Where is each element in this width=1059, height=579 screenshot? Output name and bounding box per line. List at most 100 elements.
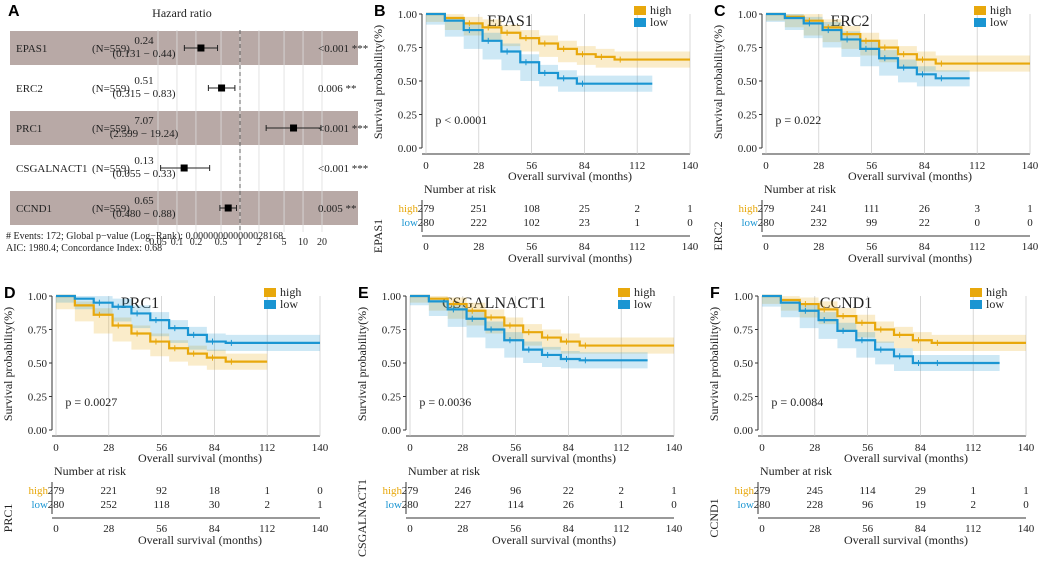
risk-row-label-low: low <box>402 217 419 229</box>
risk-table-title: Number at risk <box>760 464 832 478</box>
risk-x-tick: 28 <box>103 523 115 535</box>
risk-x-tick: 112 <box>613 523 629 535</box>
forest-point-estimate <box>218 84 226 92</box>
risk-table-ylabel: PRC1 <box>1 504 15 533</box>
km-legend-key-high <box>618 288 630 297</box>
km-x-label: Overall survival (months) <box>844 451 968 465</box>
km-y-tick: 0.25 <box>382 392 402 404</box>
forest-plot-panel-a: A Hazard ratio EPAS1 (N=559) 0.24(0.131 − 0.… <box>6 3 368 254</box>
risk-count: 279 <box>48 485 65 497</box>
km-y-tick: 0.25 <box>738 110 758 122</box>
km-legend-label: high <box>280 285 301 299</box>
risk-table-ylabel: EPAS1 <box>371 219 385 253</box>
risk-x-tick: 112 <box>965 523 981 535</box>
km-y-tick: 0.00 <box>28 425 48 437</box>
risk-count: 22 <box>563 485 574 497</box>
risk-x-tick: 28 <box>473 241 485 253</box>
km-x-tick: 140 <box>312 442 329 454</box>
risk-count: 108 <box>523 203 540 215</box>
risk-count: 0 <box>974 217 980 229</box>
km-y-tick: 0.50 <box>382 358 402 370</box>
km-x-tick: 84 <box>919 160 931 172</box>
km-x-tick: 112 <box>613 442 629 454</box>
forest-hr-value: 0.13 <box>134 155 154 167</box>
km-legend-key-high <box>970 288 982 297</box>
risk-table-title: Number at risk <box>764 182 836 196</box>
risk-row-label-high: high <box>28 485 48 497</box>
risk-x-tick: 56 <box>156 523 168 535</box>
km-ci-band-low <box>766 14 970 87</box>
risk-count: 222 <box>471 217 488 229</box>
km-pvalue: p = 0.022 <box>775 113 821 127</box>
forest-x-tick: 20 <box>317 237 327 248</box>
risk-count: 114 <box>860 485 877 497</box>
km-x-tick: 56 <box>510 442 521 454</box>
km-title: EPAS1 <box>487 13 533 30</box>
risk-row-label-low: low <box>738 499 755 511</box>
km-pvalue: p = 0.0084 <box>771 395 823 409</box>
forest-ci-value: (0.055 − 0.33) <box>112 168 175 180</box>
km-legend-label: low <box>650 15 668 29</box>
risk-count: 1 <box>671 485 677 497</box>
risk-count: 1 <box>687 203 693 215</box>
forest-pvalue: 0.006 ** <box>318 83 357 95</box>
panel-label-b: B <box>374 3 386 20</box>
km-x-tick: 28 <box>473 160 485 172</box>
forest-gene-label: EPAS1 <box>16 43 47 55</box>
risk-count: 227 <box>455 499 472 511</box>
km-curve-high <box>410 294 674 347</box>
km-y-tick: 0.00 <box>738 143 758 155</box>
risk-row-label-high: high <box>734 485 754 497</box>
km-legend-key-high <box>264 288 276 297</box>
km-y-tick: 1.00 <box>738 9 758 21</box>
risk-x-label: Overall survival (months) <box>138 533 262 547</box>
risk-count: 241 <box>811 203 828 215</box>
km-y-tick: 0.50 <box>28 358 48 370</box>
risk-count: 2 <box>264 499 270 511</box>
km-legend-label: high <box>990 3 1011 17</box>
risk-count: 0 <box>687 217 693 229</box>
risk-count: 1 <box>618 499 624 511</box>
risk-x-tick: 56 <box>866 241 878 253</box>
risk-count: 23 <box>579 217 591 229</box>
km-legend-key-low <box>264 300 276 309</box>
risk-count: 280 <box>754 499 771 511</box>
km-x-label: Overall survival (months) <box>848 169 972 183</box>
risk-table-ylabel: CCND1 <box>707 498 721 537</box>
risk-count: 1 <box>1027 203 1033 215</box>
km-x-tick: 28 <box>809 442 821 454</box>
risk-x-tick: 84 <box>919 241 931 253</box>
km-y-label: Survival probability(%) <box>711 25 725 139</box>
risk-table-ylabel: ERC2 <box>711 221 725 250</box>
km-y-tick: 0.75 <box>738 43 758 55</box>
panel-label-a: A <box>8 3 20 20</box>
km-curve-low <box>426 12 653 85</box>
risk-count: 118 <box>154 499 171 511</box>
risk-count: 2 <box>618 485 624 497</box>
forest-x-tick: 5 <box>282 237 287 248</box>
km-y-tick: 0.25 <box>28 392 48 404</box>
km-curve-low <box>762 294 1000 365</box>
risk-count: 114 <box>508 499 525 511</box>
forest-ci-value: (0.131 − 0.44) <box>112 48 175 60</box>
risk-row-label-high: high <box>398 203 418 215</box>
risk-x-tick: 0 <box>763 241 769 253</box>
km-x-label: Overall survival (months) <box>508 169 632 183</box>
km-title: ERC2 <box>830 13 869 30</box>
panel-label-e: E <box>358 285 369 302</box>
km-x-label: Overall survival (months) <box>492 451 616 465</box>
km-x-tick: 28 <box>813 160 825 172</box>
km-x-tick: 56 <box>156 442 168 454</box>
km-ci-band-low <box>762 296 1000 372</box>
forest-n-label: (N=559) <box>92 203 130 215</box>
risk-count: 228 <box>807 499 824 511</box>
risk-x-tick: 112 <box>259 523 275 535</box>
forest-ci-value: (0.315 − 0.83) <box>112 88 175 100</box>
risk-row-label-high: high <box>382 485 402 497</box>
km-y-label: Survival probability(%) <box>1 307 15 421</box>
risk-count: 280 <box>418 217 435 229</box>
km-x-label: Overall survival (months) <box>138 451 262 465</box>
risk-x-label: Overall survival (months) <box>844 533 968 547</box>
